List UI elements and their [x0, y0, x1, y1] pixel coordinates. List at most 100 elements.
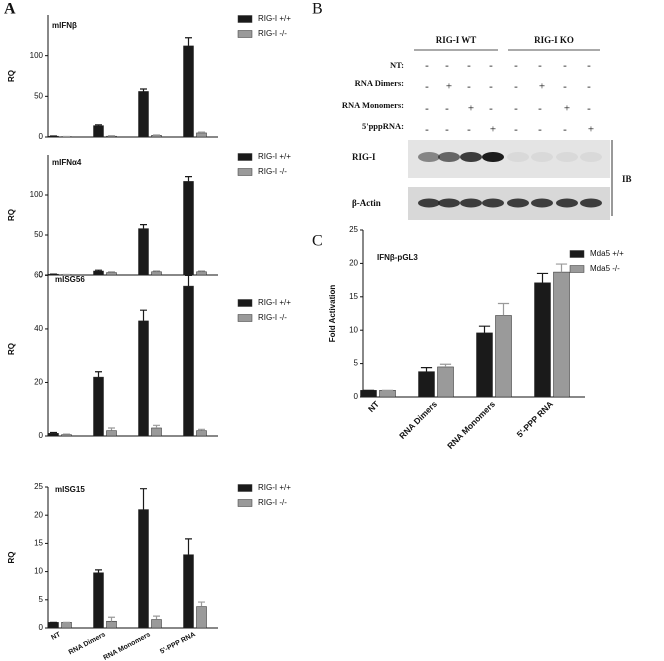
band — [580, 152, 602, 162]
error-bar — [140, 309, 147, 321]
bar — [151, 619, 162, 629]
y-tick-label: 40 — [34, 324, 43, 333]
bar — [553, 271, 570, 398]
error-bar — [95, 569, 102, 573]
bar — [196, 606, 207, 629]
sign: - — [587, 81, 591, 93]
error-bar — [108, 427, 115, 431]
y-tick-label: 5 — [39, 595, 44, 604]
bar — [151, 271, 162, 276]
sign: + — [490, 124, 496, 136]
sign: - — [538, 124, 542, 136]
error-bar — [198, 270, 205, 272]
y-tick-label: 20 — [34, 510, 43, 519]
band — [556, 198, 578, 208]
sign: - — [514, 124, 518, 136]
condition-label: NT: — [390, 60, 404, 70]
bar — [106, 430, 117, 437]
legend-label: RIG-I -/- — [258, 167, 287, 176]
sign: - — [425, 60, 429, 72]
legend-label: RIG-I +/+ — [258, 14, 291, 23]
y-tick-label: 60 — [34, 270, 43, 279]
bar — [183, 285, 194, 437]
condition-label: RNA Dimers: — [355, 78, 405, 88]
legend-swatch — [237, 30, 253, 38]
group-label: RIG-I KO — [534, 35, 574, 45]
bar — [93, 270, 104, 276]
bar — [61, 434, 72, 437]
sign: - — [467, 60, 471, 72]
sign: + — [446, 81, 452, 93]
x-tick-label: NT — [366, 398, 382, 414]
y-tick-label: 5 — [354, 359, 359, 368]
band — [460, 198, 482, 208]
y-tick-label: 20 — [349, 259, 358, 268]
band — [418, 152, 440, 162]
legend-swatch — [237, 153, 253, 161]
panel-label: B — [312, 1, 323, 18]
bar — [196, 430, 207, 437]
error-bar — [95, 124, 102, 126]
sign: - — [467, 81, 471, 93]
row-label: β-Actin — [352, 198, 381, 208]
y-tick-label: 0 — [39, 431, 44, 440]
x-tick-label: RNA Dimers — [397, 399, 439, 441]
error-bar — [153, 270, 160, 272]
bar — [61, 622, 72, 629]
bar — [138, 320, 149, 437]
y-tick-label: 15 — [34, 539, 43, 548]
legend-swatch — [237, 499, 253, 507]
x-tick-label: RNA Monomers — [445, 399, 497, 451]
panel-label: C — [312, 233, 323, 250]
sign: - — [514, 60, 518, 72]
y-tick-label: 25 — [349, 225, 358, 234]
y-tick-label: 20 — [34, 378, 43, 387]
bar — [151, 427, 162, 437]
bar — [437, 366, 454, 398]
panel-label: A — [4, 1, 16, 18]
band — [531, 198, 553, 208]
error-bar — [198, 428, 205, 431]
sign: - — [563, 124, 567, 136]
legend-swatch — [237, 299, 253, 307]
error-bar — [153, 424, 160, 428]
bar — [379, 390, 396, 398]
error-bar — [420, 367, 433, 372]
sign: - — [467, 124, 471, 136]
x-tick-label: RNA Monomers — [102, 631, 152, 661]
bar — [106, 620, 117, 629]
bar — [360, 390, 377, 398]
y-tick-label: 0 — [39, 623, 44, 632]
legend-label: Mda5 -/- — [590, 264, 620, 273]
error-bar — [439, 363, 452, 367]
y-tick-label: 25 — [34, 482, 43, 491]
sign: - — [445, 103, 449, 115]
sign: - — [489, 60, 493, 72]
error-bar — [185, 37, 192, 46]
sign: - — [587, 60, 591, 72]
bar — [138, 228, 149, 276]
legend-swatch — [569, 250, 585, 258]
bar — [48, 622, 59, 629]
legend-label: RIG-I +/+ — [258, 483, 291, 492]
x-tick-label: NT — [50, 631, 62, 642]
x-tick-label: 5'-PPP RNA — [515, 399, 555, 439]
error-bar — [153, 615, 160, 620]
y-tick-label: 0 — [39, 132, 44, 141]
legend-label: RIG-I +/+ — [258, 152, 291, 161]
bar — [93, 376, 104, 437]
sign: - — [514, 81, 518, 93]
y-tick-label: 50 — [34, 230, 43, 239]
chart-title: IFNβ-pGL3 — [377, 253, 418, 262]
error-bar — [497, 302, 510, 316]
error-bar — [95, 269, 102, 271]
legend-label: RIG-I -/- — [258, 29, 287, 38]
y-tick-label: 10 — [34, 567, 43, 576]
bar — [106, 272, 117, 276]
bar — [183, 181, 194, 276]
chart-title: mISG56 — [55, 275, 85, 284]
x-tick-label: 5'-PPP RNA — [159, 631, 197, 655]
y-tick-label: 100 — [30, 51, 44, 60]
y-tick-label: 15 — [349, 292, 358, 301]
